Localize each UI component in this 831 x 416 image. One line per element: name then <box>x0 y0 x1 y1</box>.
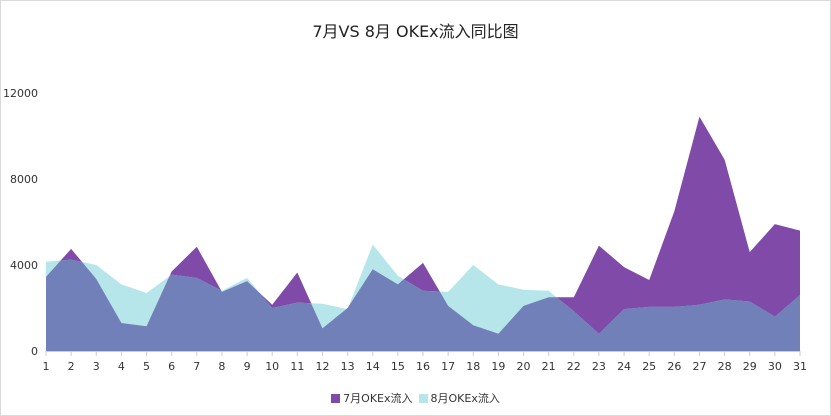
x-tick-label: 27 <box>692 360 706 373</box>
plot-areas <box>46 116 800 352</box>
x-tick-label: 3 <box>93 360 100 373</box>
y-tick-label: 8000 <box>10 173 38 186</box>
x-tick-label: 23 <box>592 360 606 373</box>
y-tick-label: 12000 <box>3 87 38 100</box>
chart-title: 7月VS 8月 OKEx流入同比图 <box>312 22 519 41</box>
legend-item-july[interactable]: 7月OKEx流入 <box>331 390 413 406</box>
x-tick-label: 22 <box>567 360 581 373</box>
x-tick-label: 26 <box>667 360 681 373</box>
x-tick-label: 6 <box>168 360 175 373</box>
x-tick-label: 2 <box>68 360 75 373</box>
x-tick-label: 5 <box>143 360 150 373</box>
legend-swatch-july <box>331 393 341 403</box>
x-tick-label: 4 <box>118 360 125 373</box>
x-tick-label: 31 <box>793 360 807 373</box>
legend-swatch-august <box>418 393 428 403</box>
legend-label-august: 8月OKEx流入 <box>430 392 500 405</box>
x-tick-label: 20 <box>517 360 531 373</box>
x-tick-label: 19 <box>491 360 505 373</box>
x-tick-label: 7 <box>193 360 200 373</box>
legend-label-july: 7月OKEx流入 <box>343 392 413 405</box>
y-tick-label: 4000 <box>10 259 38 272</box>
x-tick-label: 1 <box>43 360 50 373</box>
x-tick-label: 16 <box>416 360 430 373</box>
x-tick-label: 13 <box>341 360 355 373</box>
x-tick-label: 30 <box>768 360 782 373</box>
x-tick-label: 11 <box>290 360 304 373</box>
x-tick-label: 29 <box>743 360 757 373</box>
x-tick-label: 14 <box>366 360 380 373</box>
x-tick-label: 24 <box>617 360 631 373</box>
x-tick-label: 17 <box>441 360 455 373</box>
area-overlap <box>46 259 800 351</box>
legend: 7月OKEx流入 8月OKEx流入 <box>0 390 831 406</box>
x-tick-label: 8 <box>218 360 225 373</box>
x-tick-label: 9 <box>244 360 251 373</box>
x-tick-label: 12 <box>315 360 329 373</box>
x-tick-label: 15 <box>391 360 405 373</box>
x-tick-label: 28 <box>718 360 732 373</box>
x-tick-label: 10 <box>265 360 279 373</box>
x-tick-label: 25 <box>642 360 656 373</box>
y-tick-label: 0 <box>31 345 38 358</box>
legend-item-august[interactable]: 8月OKEx流入 <box>418 390 500 406</box>
x-tick-label: 21 <box>542 360 556 373</box>
x-tick-label: 18 <box>466 360 480 373</box>
